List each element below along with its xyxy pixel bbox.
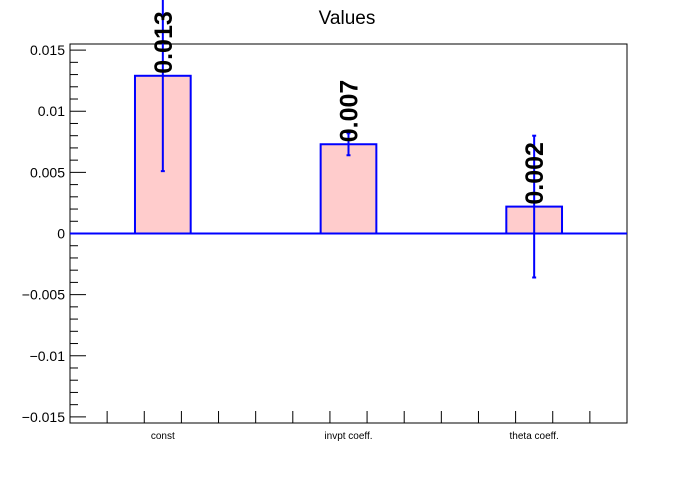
bar <box>319 143 378 235</box>
bar-value-label: 0.013 <box>150 11 178 74</box>
y-tick-label: 0 <box>57 226 65 242</box>
chart-title: Values <box>319 8 376 29</box>
y-tick-label: 0.015 <box>30 42 65 58</box>
y-tick-label: −0.015 <box>22 409 65 425</box>
x-tick-label: theta coeff. <box>510 431 559 442</box>
bar-value-label: 0.007 <box>336 80 364 143</box>
y-tick-label: 0.01 <box>38 103 65 119</box>
y-tick-label: −0.01 <box>30 348 66 364</box>
x-tick-label: invpt coeff. <box>324 431 372 442</box>
x-tick-label: const <box>151 431 175 442</box>
y-tick-label: −0.005 <box>22 287 65 303</box>
y-tick-label: 0.005 <box>30 164 65 180</box>
bar-value-label: 0.002 <box>521 142 549 205</box>
bars-group: 0.013 const 0.007 invpt coeff. 0.002 theta co… <box>133 0 564 442</box>
